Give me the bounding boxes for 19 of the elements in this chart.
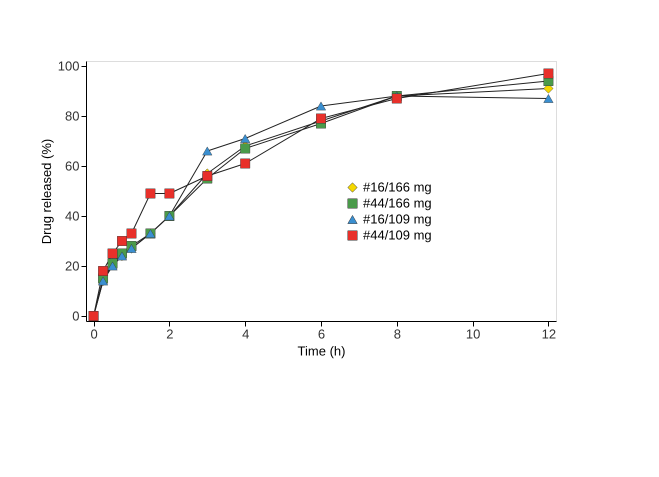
legend-label: #16/166 mg (363, 180, 432, 194)
x-tick-label: 6 (318, 326, 326, 342)
x-tick-label: 0 (90, 326, 98, 342)
y-tick-label: 80 (65, 108, 80, 124)
legend-label: #44/166 mg (363, 196, 432, 210)
x-tick-label: 8 (394, 326, 401, 342)
legend-label: #44/109 mg (363, 228, 432, 242)
x-tick-label: 12 (542, 326, 556, 342)
y-axis-title: Drug released (%) (38, 138, 54, 244)
x-axis-title: Time (h) (298, 344, 346, 358)
y-tick-label: 60 (65, 158, 80, 174)
y-tick-label: 100 (58, 58, 80, 74)
x-tick-label: 2 (166, 326, 174, 342)
y-tick-label: 20 (65, 258, 80, 274)
y-tick-label: 40 (65, 208, 80, 224)
legend-label: #16/109 mg (363, 212, 432, 226)
x-tick-label: 10 (466, 326, 480, 342)
y-tick-label: 0 (72, 308, 80, 324)
x-tick-label: 4 (242, 326, 250, 342)
